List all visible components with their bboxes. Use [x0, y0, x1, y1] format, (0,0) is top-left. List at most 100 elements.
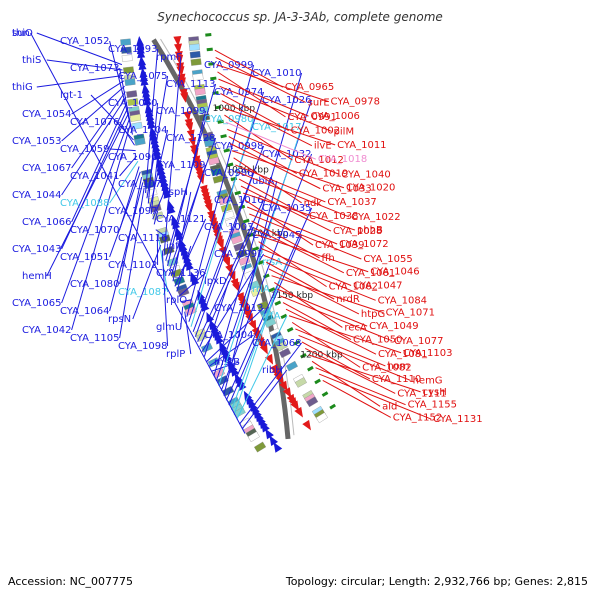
reverse-label-leader [315, 367, 406, 406]
forward-gene-label: thiS [22, 55, 41, 66]
gc-skew-tick [286, 327, 294, 333]
forward-gene-label: ubiA [252, 176, 274, 187]
reverse-label-leader [230, 143, 321, 190]
forward-gene-label: CYA_0980 [204, 114, 253, 125]
forward-label-leader [109, 40, 132, 130]
forward-cog-box [254, 441, 267, 453]
forward-label-leader [145, 48, 159, 194]
reverse-gene-label: CYA_1033 [322, 184, 371, 195]
forward-gene-label: thiG [12, 82, 33, 93]
forward-cog-box [120, 46, 132, 54]
forward-gene-label: hemH [22, 271, 52, 282]
reverse-gene-label: CYA_1040 [341, 169, 390, 180]
forward-gene-arrow [152, 141, 161, 153]
reverse-cog-box [189, 50, 201, 59]
reverse-gene-label: CYA_1038 [309, 211, 358, 222]
reverse-cog-box [210, 167, 223, 177]
reverse-gene-arrow [216, 239, 224, 250]
forward-gene-label: rrfA [262, 311, 281, 322]
forward-label-leader [184, 311, 192, 355]
reverse-gene-label: htpG [361, 309, 385, 320]
forward-gene-label: CYA_1010 [252, 68, 301, 79]
gc-skew-tick [314, 378, 321, 385]
forward-gene-label: CYA_0986 [204, 168, 253, 179]
forward-label-leader [180, 306, 184, 328]
forward-label-leader [36, 74, 124, 88]
forward-gene-label: CYA_1121 [156, 214, 205, 225]
reverse-gene-label: CYA_1082 [362, 362, 411, 373]
reverse-label-leader [282, 302, 352, 340]
forward-label-leader [109, 182, 144, 312]
forward-gene-label: rrlA [252, 284, 270, 295]
scale-tick-label: 1150 kbp [271, 291, 314, 301]
forward-gene-label: glmU [156, 322, 182, 333]
forward-gene-label: CYA_1016 [214, 195, 263, 206]
reverse-gene-label: CYA_1155 [408, 400, 457, 411]
forward-gene-arrow [138, 59, 147, 70]
reverse-gene-label: CYA_1061 [346, 268, 395, 279]
reverse-gene-arrow [248, 319, 257, 331]
forward-label-leader [172, 191, 192, 282]
forward-gene-label: rrsA [262, 257, 282, 268]
forward-gene-label: CYA_1013 [214, 303, 263, 314]
reverse-label-leader [253, 227, 345, 274]
forward-label-leader [220, 153, 313, 391]
gc-skew-tick [300, 353, 307, 359]
forward-label-leader [239, 342, 302, 425]
gc-skew-tick [293, 340, 301, 346]
forward-label-leader [149, 129, 169, 209]
reverse-gene-label: CYA_1055 [363, 254, 412, 265]
forward-label-leader [119, 67, 133, 135]
forward-gene-label: CYA_1064 [60, 306, 109, 317]
reverse-gene-label: nrdR [336, 294, 360, 305]
forward-gene-label: CYA_1076 [70, 117, 119, 128]
map-title: Synechococcus sp. JA-3-3Ab, complete gen… [157, 10, 443, 24]
forward-gene-label: CYA_1098 [118, 341, 167, 352]
forward-gene-label: CYA_1043 [12, 244, 61, 255]
forward-gene-arrow [261, 421, 270, 433]
forward-gene-arrow [265, 428, 274, 440]
reverse-label-leader [246, 206, 338, 245]
reverse-gene-arrow [302, 419, 312, 431]
forward-label-leader [218, 126, 303, 387]
gc-skew-tick [223, 148, 231, 153]
reverse-label-leader [244, 199, 314, 246]
reverse-label-leader [227, 128, 340, 175]
forward-gene-label: ribH [262, 365, 283, 376]
summary-text: Topology: circular; Length: 2,932,766 bp… [285, 575, 588, 588]
forward-gene-label: thiO [12, 28, 33, 39]
reverse-cog-box [306, 396, 319, 408]
reverse-gene-arrow [176, 66, 185, 77]
forward-label-leader [197, 199, 265, 342]
reverse-label-leader [263, 254, 376, 301]
reverse-label-leader [228, 136, 297, 174]
reverse-label-leader [301, 341, 371, 380]
forward-label-leader [208, 334, 254, 367]
forward-gene-label: CYA_1042 [22, 325, 71, 336]
reverse-gene-arrow [294, 406, 303, 418]
forward-gene-label: CYA_1136 [156, 268, 205, 279]
forward-gene-label: lgt-1 [60, 90, 83, 101]
reverse-label-leader [268, 268, 360, 315]
reverse-gene-label: CYA_1002 [291, 126, 340, 137]
reverse-label-leader [258, 241, 327, 288]
forward-label-leader [233, 288, 278, 415]
reverse-gene-arrow [173, 35, 182, 47]
reverse-label-leader [249, 213, 362, 260]
forward-gene-label: CYA_1093 [108, 44, 157, 55]
forward-label-leader [109, 148, 136, 152]
reverse-label-leader [256, 234, 369, 273]
forward-cog-box [126, 90, 138, 98]
reverse-gene-arrow [185, 122, 194, 133]
reverse-label-leader [285, 308, 377, 355]
reverse-label-leader [217, 71, 286, 118]
forward-gene-label: CYA_0992 [214, 249, 263, 260]
forward-gene-label: CYA_1066 [22, 217, 71, 228]
forward-gene-label: CYA_1060 [108, 98, 157, 109]
reverse-gene-label: CYA_1028 [333, 226, 382, 237]
forward-label-leader [109, 171, 141, 258]
forward-label-leader [61, 85, 125, 142]
reverse-gene-label: CYA_1111 [397, 388, 446, 399]
reverse-cog-box [208, 156, 220, 166]
forward-gene-label: msrB [214, 357, 240, 368]
